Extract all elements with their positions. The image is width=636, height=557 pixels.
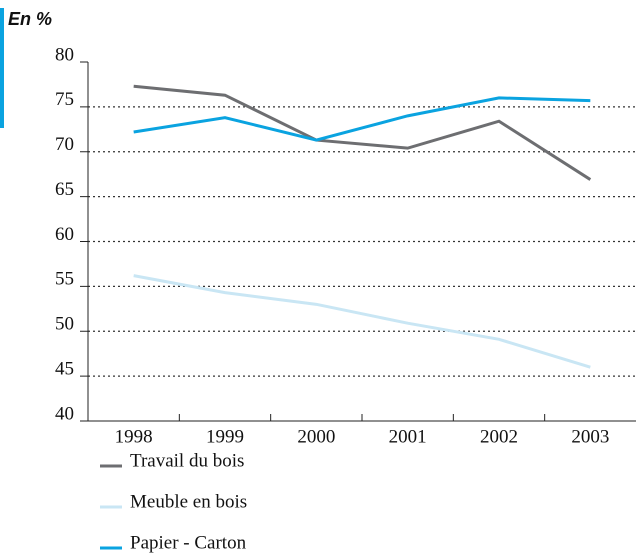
- y-tick-label: 75: [55, 89, 74, 110]
- series-line: [133, 96, 591, 142]
- accent-bar: [0, 8, 4, 128]
- x-tick-label: 1999: [206, 426, 244, 447]
- y-tick-label: 60: [55, 224, 74, 245]
- y-tick-label: 70: [55, 134, 74, 155]
- y-tick-label: 40: [55, 403, 74, 424]
- legend-label: Travail du bois: [130, 450, 244, 471]
- x-tick-label: 2002: [480, 426, 518, 447]
- y-tick-label: 65: [55, 179, 74, 200]
- legend-label: Papier - Carton: [130, 532, 247, 553]
- y-tick-label: 45: [55, 358, 74, 379]
- series-line: [133, 84, 592, 181]
- x-tick-label: 2003: [571, 426, 609, 447]
- x-tick-label: 1998: [115, 426, 153, 447]
- x-tick-label: 2000: [297, 426, 335, 447]
- chart-title: En %: [8, 9, 52, 29]
- y-tick-label: 50: [55, 314, 74, 335]
- legend-label: Meuble en bois: [130, 491, 247, 512]
- x-tick-label: 2001: [389, 426, 427, 447]
- series-line: [133, 274, 591, 369]
- y-tick-label: 80: [55, 44, 74, 65]
- y-tick-label: 55: [55, 269, 74, 290]
